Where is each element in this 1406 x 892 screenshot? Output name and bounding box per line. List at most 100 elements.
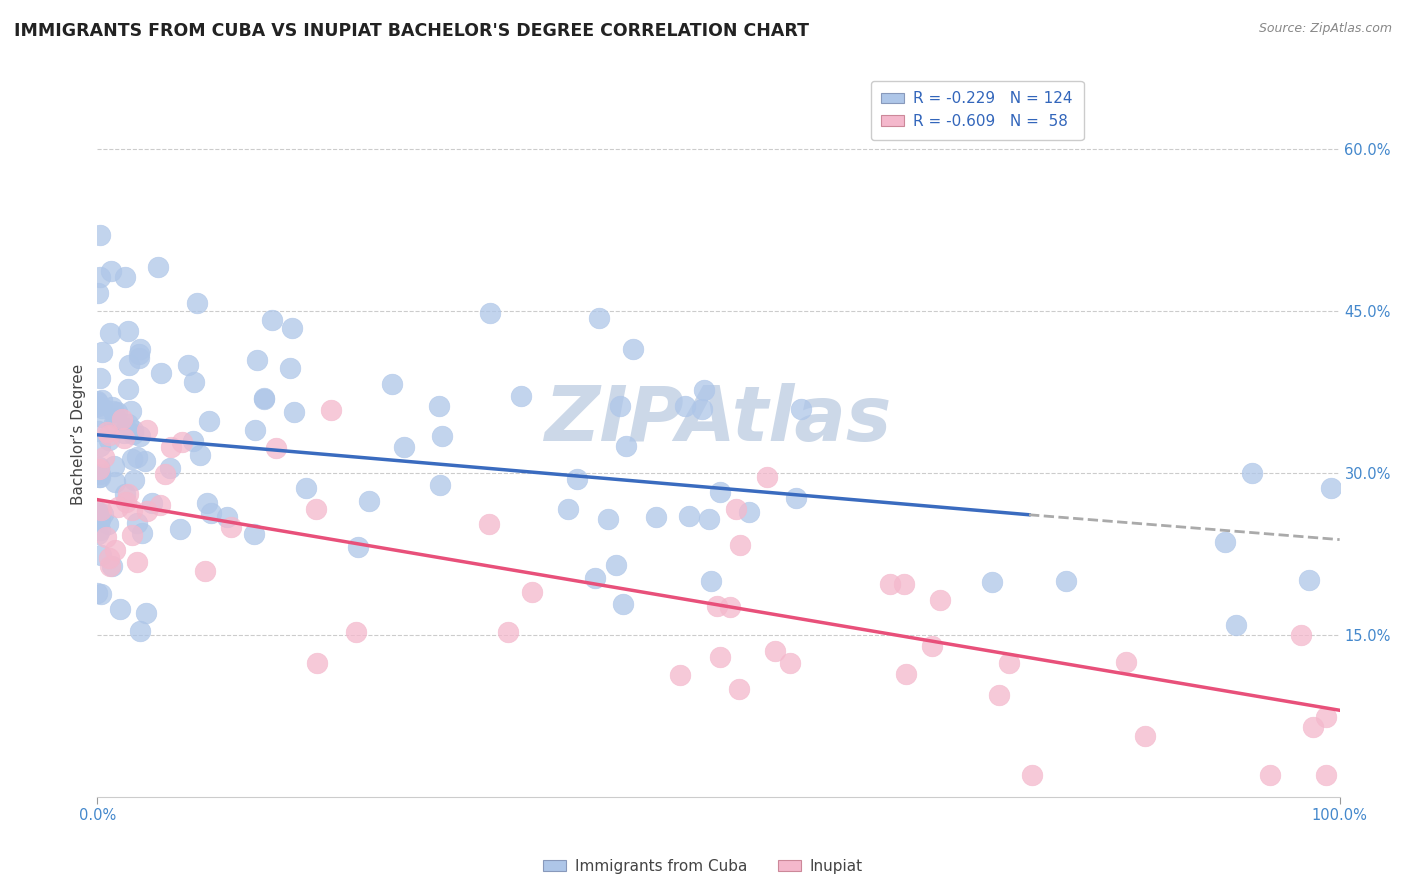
Point (128, 429, 150, 443)
Point (87, 424, 110, 438)
Point (87, 396, 110, 410)
Point (89, 470, 111, 484)
Point (98, 326, 121, 340)
Point (588, 310, 610, 325)
Point (1135, 729, 1157, 743)
Point (295, 481, 318, 495)
Point (921, 639, 943, 653)
Point (347, 541, 370, 555)
Point (305, 502, 328, 516)
Point (91, 410, 114, 425)
Point (107, 500, 129, 514)
Point (155, 467, 177, 481)
Point (98, 559, 121, 574)
Point (89, 227, 111, 242)
Point (614, 439, 637, 453)
Point (195, 496, 218, 510)
Point (1298, 574, 1320, 588)
Point (115, 495, 138, 509)
Point (738, 505, 761, 519)
Point (427, 399, 450, 413)
Point (131, 526, 153, 541)
Point (755, 470, 778, 484)
Point (114, 486, 136, 500)
Point (87, 462, 110, 476)
Point (89, 470, 111, 484)
Point (200, 506, 222, 520)
Point (125, 516, 148, 531)
Point (790, 402, 813, 417)
Point (170, 434, 193, 449)
Point (260, 313, 283, 327)
Point (129, 342, 152, 356)
Point (186, 295, 208, 310)
Point (105, 410, 128, 425)
Point (430, 429, 453, 443)
Point (357, 493, 380, 508)
Point (181, 434, 204, 449)
Point (121, 503, 143, 517)
Point (89, 460, 111, 475)
Point (98, 433, 121, 447)
Point (134, 454, 156, 468)
Point (997, 656, 1019, 670)
Point (929, 592, 952, 607)
Point (89, 513, 111, 527)
Point (1021, 768, 1043, 782)
Point (779, 656, 801, 670)
Point (321, 403, 343, 417)
Point (1225, 618, 1247, 632)
Point (498, 624, 520, 639)
Point (128, 347, 150, 361)
Point (103, 475, 125, 490)
Point (344, 624, 367, 639)
Point (121, 452, 143, 467)
Point (90, 587, 112, 601)
Point (101, 404, 124, 418)
Point (700, 574, 723, 588)
Point (89, 467, 111, 482)
Point (91, 392, 114, 407)
Point (565, 472, 588, 486)
Point (612, 597, 634, 611)
Point (86, 585, 108, 599)
Point (246, 353, 269, 368)
Point (557, 501, 579, 516)
Point (149, 498, 172, 512)
Point (1054, 574, 1077, 588)
Point (252, 392, 274, 406)
Point (90, 548, 112, 562)
Point (283, 405, 305, 419)
Point (111, 411, 134, 425)
Point (122, 423, 145, 437)
Point (89, 370, 111, 384)
Point (86, 527, 108, 541)
Point (114, 269, 136, 284)
Point (90, 401, 112, 416)
Point (1315, 768, 1337, 782)
Point (278, 360, 301, 375)
Point (89, 270, 111, 285)
Point (120, 404, 142, 418)
Point (117, 324, 139, 338)
Point (89, 524, 111, 538)
Legend: R = -0.229   N = 124, R = -0.609   N =  58: R = -0.229 N = 124, R = -0.609 N = 58 (870, 80, 1084, 140)
Point (609, 400, 631, 414)
Point (673, 400, 696, 414)
Point (245, 423, 267, 437)
Point (392, 441, 415, 455)
Point (121, 528, 143, 542)
Point (86, 393, 108, 408)
Point (668, 667, 690, 681)
Point (478, 305, 501, 319)
Point (693, 383, 716, 397)
Point (645, 509, 668, 524)
Point (112, 426, 135, 441)
Point (709, 649, 731, 664)
Point (141, 496, 163, 510)
Point (243, 526, 266, 541)
Point (1213, 535, 1236, 549)
Point (678, 509, 700, 524)
Point (699, 511, 721, 525)
Point (108, 602, 131, 616)
